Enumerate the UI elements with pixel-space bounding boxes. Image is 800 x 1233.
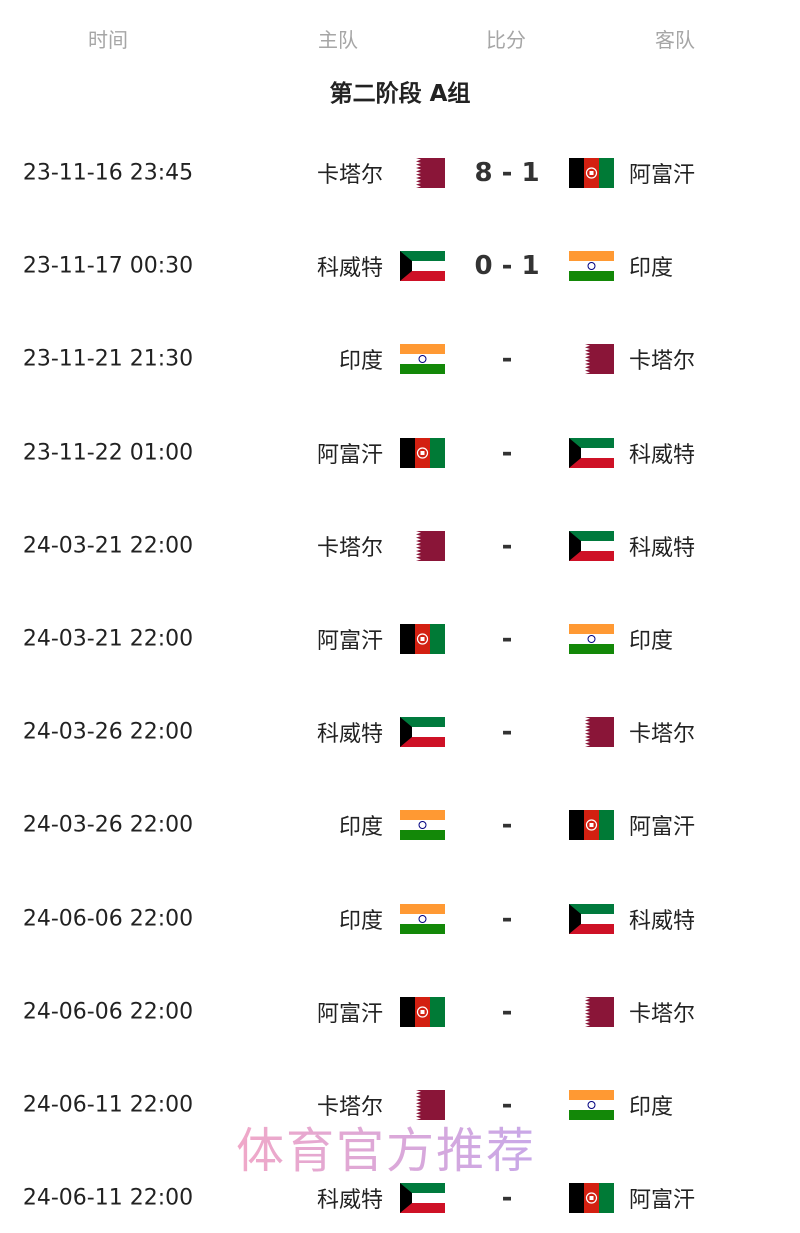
afghanistan-flag-icon: [569, 810, 614, 841]
qatar-flag-icon: [569, 996, 614, 1027]
match-row[interactable]: 24-03-26 22:00 科威特 - 卡塔尔: [0, 712, 800, 752]
home-team: 科威特: [316, 722, 383, 748]
away-team: 阿富汗: [629, 815, 696, 841]
kuwait-flag-icon: [400, 251, 445, 282]
match-score: -: [501, 996, 513, 1027]
kuwait-flag-icon: [569, 437, 614, 468]
match-time: 24-06-11 22:00: [22, 1185, 194, 1211]
home-team: 阿富汗: [316, 442, 383, 468]
match-time: 24-06-06 22:00: [22, 999, 194, 1025]
away-team: 科威特: [629, 442, 696, 468]
match-score: -: [501, 530, 513, 561]
qatar-flag-icon: [569, 717, 614, 748]
kuwait-flag-icon: [569, 530, 614, 561]
match-row[interactable]: 24-03-21 22:00 阿富汗 - 印度: [0, 619, 800, 659]
away-team: 印度: [629, 1095, 674, 1120]
match-time: 23-11-22 01:00: [22, 440, 194, 466]
match-row[interactable]: 23-11-16 23:45 卡塔尔 8 - 1 阿富汗: [0, 153, 800, 193]
match-score: 0 - 1: [474, 251, 540, 282]
away-team: 印度: [629, 629, 674, 654]
qatar-flag-icon: [569, 344, 614, 375]
group-title: 第二阶段 A组: [329, 81, 471, 107]
match-row[interactable]: 23-11-22 01:00 阿富汗 - 科威特: [0, 433, 800, 473]
away-team: 印度: [629, 256, 674, 282]
kuwait-flag-icon: [400, 1183, 445, 1214]
india-flag-icon: [400, 344, 445, 375]
home-team: 阿富汗: [316, 1001, 383, 1027]
kuwait-flag-icon: [400, 717, 445, 748]
india-flag-icon: [569, 1090, 614, 1120]
home-team: 卡塔尔: [316, 1095, 383, 1120]
home-team: 印度: [338, 349, 383, 375]
column-header-time: 时间: [88, 28, 128, 52]
match-score: 8 - 1: [474, 158, 540, 188]
match-time: 23-11-16 23:45: [22, 160, 194, 186]
match-score: -: [501, 437, 513, 468]
match-row[interactable]: 24-06-06 22:00 阿富汗 - 卡塔尔: [0, 992, 800, 1032]
column-header-score: 比分: [486, 28, 526, 52]
away-team: 阿富汗: [629, 163, 696, 188]
away-team: 阿富汗: [629, 1188, 696, 1214]
match-row[interactable]: 24-06-06 22:00 印度 - 科威特: [0, 899, 800, 939]
home-team: 科威特: [316, 256, 383, 282]
match-time: 24-03-21 22:00: [22, 626, 194, 652]
home-team: 阿富汗: [316, 629, 383, 654]
match-score: -: [501, 717, 513, 748]
match-score: -: [501, 344, 513, 375]
column-header-away: 客队: [655, 28, 695, 52]
match-time: 23-11-17 00:30: [22, 253, 194, 279]
home-team: 卡塔尔: [316, 163, 383, 188]
afghanistan-flag-icon: [400, 624, 445, 654]
match-score: -: [501, 810, 513, 841]
kuwait-flag-icon: [569, 903, 614, 934]
qatar-flag-icon: [400, 530, 445, 561]
qatar-flag-icon: [400, 158, 445, 188]
india-flag-icon: [569, 251, 614, 282]
away-team: 卡塔尔: [629, 722, 696, 748]
match-row[interactable]: 24-06-11 22:00 科威特 - 阿富汗: [0, 1178, 800, 1218]
match-time: 24-03-21 22:00: [22, 533, 194, 559]
qatar-flag-icon: [400, 1090, 445, 1120]
match-time: 24-06-11 22:00: [22, 1092, 194, 1118]
home-team: 科威特: [316, 1188, 383, 1214]
watermark: 体育官方推荐: [236, 1123, 537, 1179]
afghanistan-flag-icon: [569, 158, 614, 188]
afghanistan-flag-icon: [569, 1183, 614, 1214]
home-team: 印度: [338, 815, 383, 841]
match-row[interactable]: 24-06-11 22:00 卡塔尔 - 印度: [0, 1085, 800, 1125]
match-score: -: [501, 624, 513, 654]
away-team: 科威特: [629, 535, 696, 561]
match-row[interactable]: 24-03-21 22:00 卡塔尔 - 科威特: [0, 526, 800, 566]
india-flag-icon: [569, 624, 614, 654]
match-time: 24-03-26 22:00: [22, 719, 194, 745]
afghanistan-flag-icon: [400, 437, 445, 468]
match-score: -: [501, 1090, 513, 1120]
match-row[interactable]: 23-11-21 21:30 印度 - 卡塔尔: [0, 339, 800, 379]
home-team: 卡塔尔: [316, 535, 383, 561]
home-team: 印度: [338, 908, 383, 934]
column-header-home: 主队: [318, 28, 358, 52]
match-score: -: [501, 903, 513, 934]
away-team: 卡塔尔: [629, 1001, 696, 1027]
match-score: -: [501, 1183, 513, 1214]
match-time: 24-03-26 22:00: [22, 812, 194, 838]
away-team: 卡塔尔: [629, 349, 696, 375]
india-flag-icon: [400, 903, 445, 934]
match-time: 23-11-21 21:30: [22, 346, 194, 372]
match-time: 24-06-06 22:00: [22, 906, 194, 932]
away-team: 科威特: [629, 908, 696, 934]
match-row[interactable]: 23-11-17 00:30 科威特 0 - 1 印度: [0, 246, 800, 286]
match-row[interactable]: 24-03-26 22:00 印度 - 阿富汗: [0, 805, 800, 845]
afghanistan-flag-icon: [400, 996, 445, 1027]
india-flag-icon: [400, 810, 445, 841]
